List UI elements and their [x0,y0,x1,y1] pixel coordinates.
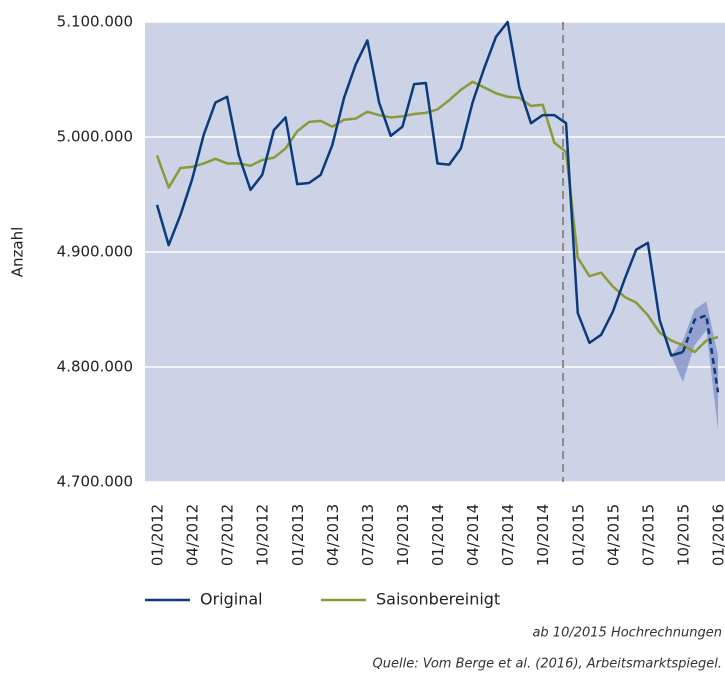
x-tick-label: 10/2015 [674,504,692,566]
x-tick-label: 07/2015 [639,504,657,566]
annotation: ab 10/2015 Hochrechnungen [532,626,722,641]
x-tick-label: 04/2014 [464,504,482,566]
x-tick-label: 01/2015 [569,504,587,566]
x-tick-label: 10/2012 [254,504,272,566]
x-tick-label: 04/2015 [604,504,622,566]
x-tick-label: 04/2012 [184,504,202,566]
x-tick-label: 01/2013 [289,504,307,566]
y-tick-label: 4.900.000 [57,243,133,261]
series-line [155,80,719,354]
x-tick-label: 10/2013 [394,504,412,566]
legend-label: Original [200,590,263,609]
source-note: Quelle: Vom Berge et al. (2016), Arbeits… [373,657,723,672]
x-tick-label: 07/2012 [219,504,237,566]
y-tick-label: 4.800.000 [57,358,133,376]
series-line [155,20,684,357]
y-tick-label: 5.000.000 [57,128,133,146]
x-tick-label: 01/2016 [710,504,725,566]
x-tick-label: 07/2014 [499,504,517,566]
legend-label: Saisonbereinigt [376,590,500,609]
x-tick-label: 01/2012 [149,504,167,566]
x-tick-label: 10/2014 [534,504,552,566]
confidence-band [671,301,718,431]
y-tick-label: 5.100.000 [57,13,133,31]
y-axis-label: Anzahl [9,227,27,278]
x-tick-label: 01/2014 [429,504,447,566]
projection-line [681,314,720,393]
x-tick-label: 07/2013 [359,504,377,566]
y-tick-label: 4.700.000 [57,473,133,491]
x-tick-label: 04/2013 [324,504,342,566]
